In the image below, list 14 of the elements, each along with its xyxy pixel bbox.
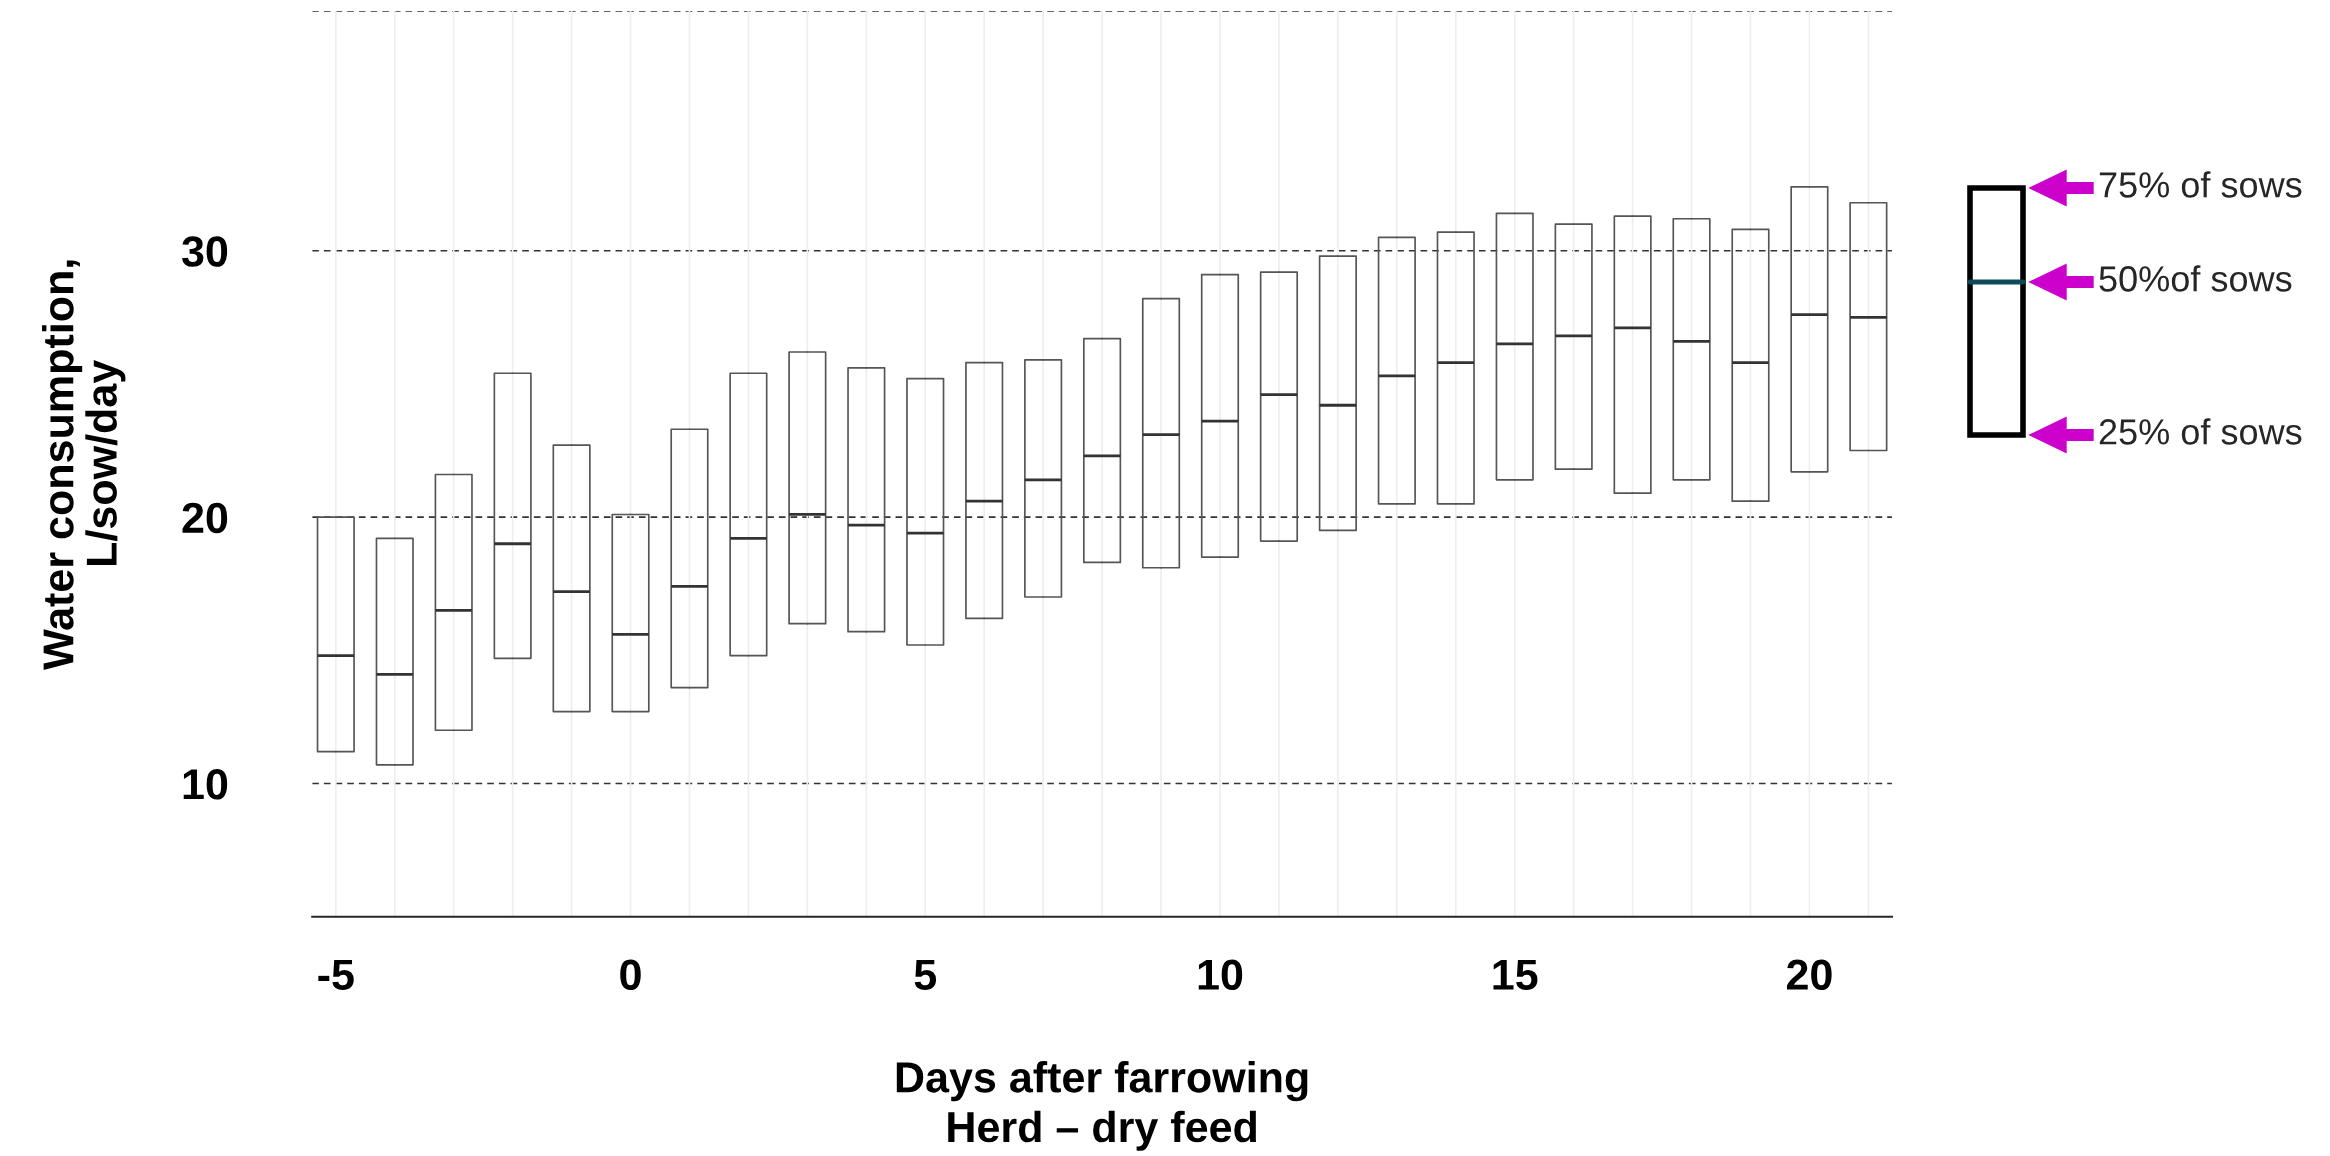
text: 50%of sows (2099, 265, 2292, 292)
y-tick-label: 30 (181, 236, 228, 267)
y-axis-title: Water consumption, L/sow/day (42, 260, 126, 670)
text: 25% of sows (2099, 418, 2302, 445)
y-tick-label: 20 (182, 502, 228, 534)
text: 75% of sows (2099, 171, 2302, 198)
x-tick-label: 0 (620, 959, 641, 990)
x-axis-title: Days after farrowing Herd – dry feed (896, 1061, 1308, 1151)
x-tick-label: 5 (914, 959, 937, 990)
x-tick-label: 20 (1786, 959, 1832, 990)
x-tick-label: -5 (318, 959, 354, 990)
x-tick-label: 15 (1493, 959, 1538, 990)
y-tick-label: 10 (183, 769, 228, 800)
x-tick-label: 10 (1198, 959, 1243, 990)
